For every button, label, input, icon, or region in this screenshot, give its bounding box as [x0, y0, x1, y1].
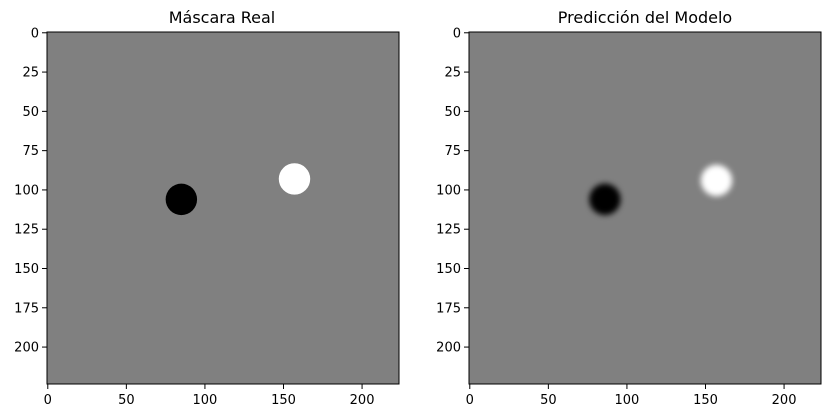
y-tick-label: 100 [14, 183, 39, 198]
y-tick-label: 125 [14, 223, 39, 238]
x-tick-label: 100 [193, 393, 218, 408]
panel-prediccion-modelo: Predicción del Modelo 0 50 100 150 200 0 25 50… [436, 8, 822, 408]
y-tick-label: 125 [436, 223, 461, 238]
image-background [47, 32, 399, 384]
black-blob [589, 183, 621, 216]
x-tick-label: 50 [540, 393, 557, 408]
panel-title: Máscara Real [169, 8, 276, 27]
y-tick-label: 200 [436, 341, 461, 356]
white-blob [278, 163, 311, 195]
x-tick-label: 150 [271, 393, 296, 408]
y-tick-label: 175 [436, 301, 461, 316]
x-tick-label: 200 [772, 393, 797, 408]
y-tick-label: 100 [436, 183, 461, 198]
x-tick-label: 0 [44, 393, 52, 408]
y-tick-label: 175 [14, 301, 39, 316]
panel-title: Predicción del Modelo [558, 8, 732, 27]
x-tick-label: 50 [118, 393, 135, 408]
image-background [469, 32, 821, 384]
y-tick-label: 50 [444, 105, 461, 120]
y-tick-label: 0 [31, 26, 39, 41]
x-tick-label: 0 [466, 393, 474, 408]
x-tick-label: 150 [693, 393, 718, 408]
y-tick-label: 0 [453, 26, 461, 41]
y-tick-label: 200 [14, 341, 39, 356]
axes-frame [46, 31, 400, 385]
x-tick-label: 100 [615, 393, 640, 408]
x-tick-label: 200 [350, 393, 375, 408]
y-tick-label: 75 [22, 144, 39, 159]
axes-frame [468, 31, 822, 385]
y-tick-label: 50 [22, 105, 39, 120]
y-tick-label: 75 [444, 144, 461, 159]
y-tick-label: 25 [22, 66, 39, 81]
y-tick-label: 25 [444, 66, 461, 81]
y-tick-label: 150 [436, 262, 461, 277]
panel-mascara-real: Máscara Real 0 50 100 150 200 0 25 50 75 100 125 1… [14, 8, 400, 408]
black-blob [165, 183, 198, 216]
y-tick-label: 150 [14, 262, 39, 277]
white-blob [700, 164, 733, 197]
